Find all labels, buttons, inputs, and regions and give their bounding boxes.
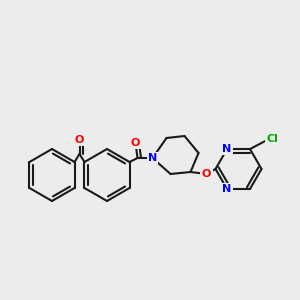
Text: N: N: [222, 144, 232, 154]
Text: Cl: Cl: [266, 134, 278, 144]
Text: N: N: [148, 153, 157, 163]
Text: O: O: [75, 135, 84, 145]
Text: N: N: [222, 184, 232, 194]
Text: O: O: [131, 138, 140, 148]
Text: O: O: [202, 169, 211, 179]
